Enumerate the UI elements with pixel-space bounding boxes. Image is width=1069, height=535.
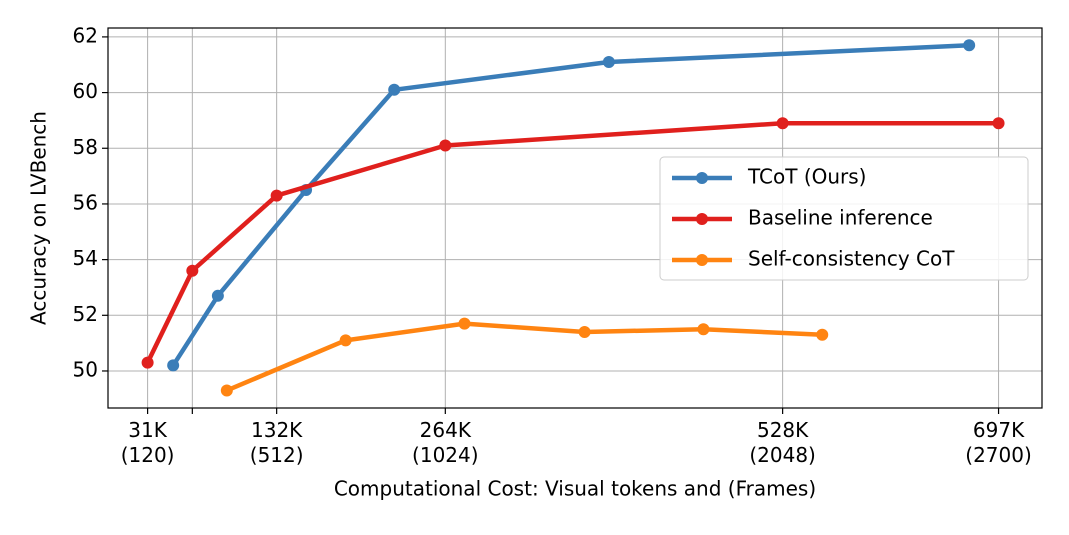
y-tick-label: 60 bbox=[73, 79, 98, 103]
data-point bbox=[167, 359, 180, 372]
legend-label: TCoT (Ours) bbox=[747, 165, 867, 189]
y-tick-label: 52 bbox=[73, 302, 98, 326]
data-point bbox=[458, 317, 471, 330]
data-point bbox=[776, 117, 789, 130]
data-point bbox=[388, 83, 401, 96]
x-tick-label: 132K (512) bbox=[249, 418, 304, 467]
y-tick-label: 50 bbox=[73, 357, 98, 381]
data-point bbox=[270, 189, 283, 202]
series-line bbox=[171, 43, 970, 367]
data-point bbox=[578, 326, 591, 338]
y-tick-label: 56 bbox=[73, 190, 98, 214]
y-tick-label: 54 bbox=[73, 246, 98, 270]
data-point bbox=[602, 55, 615, 68]
legend: TCoT (Ours) Baseline inference Self-consis… bbox=[659, 156, 1029, 281]
x-tick-label: 697K (2700) bbox=[965, 418, 1032, 467]
legend-marker bbox=[696, 213, 708, 225]
data-point bbox=[186, 264, 199, 277]
legend-label: Baseline inference bbox=[748, 206, 933, 230]
data-point bbox=[339, 334, 352, 347]
data-point bbox=[439, 139, 452, 152]
y-tick-label: 62 bbox=[73, 23, 98, 47]
data-point bbox=[141, 356, 154, 369]
legend-label: Self-consistency CoT bbox=[748, 247, 955, 271]
x-axis-label: Computational Cost: Visual tokens and (F… bbox=[334, 477, 816, 501]
data-point bbox=[220, 384, 233, 397]
y-tick-label: 58 bbox=[73, 135, 98, 159]
series-line bbox=[225, 321, 823, 393]
y-axis-label: Accuracy on LVBench bbox=[27, 111, 51, 325]
data-point bbox=[697, 323, 710, 336]
legend-marker bbox=[696, 254, 708, 266]
data-point bbox=[211, 289, 224, 302]
x-tick-label: 31K (120) bbox=[120, 418, 175, 467]
legend-marker bbox=[696, 172, 708, 184]
x-tick-label: 528K (2048) bbox=[749, 418, 816, 467]
plot-frame bbox=[107, 27, 1043, 409]
legend-box bbox=[659, 156, 1029, 281]
data-point bbox=[963, 39, 976, 52]
data-point bbox=[816, 328, 829, 341]
x-tick-label: 264K (1024) bbox=[412, 418, 479, 467]
data-point bbox=[992, 117, 1005, 130]
series-line bbox=[145, 120, 999, 364]
